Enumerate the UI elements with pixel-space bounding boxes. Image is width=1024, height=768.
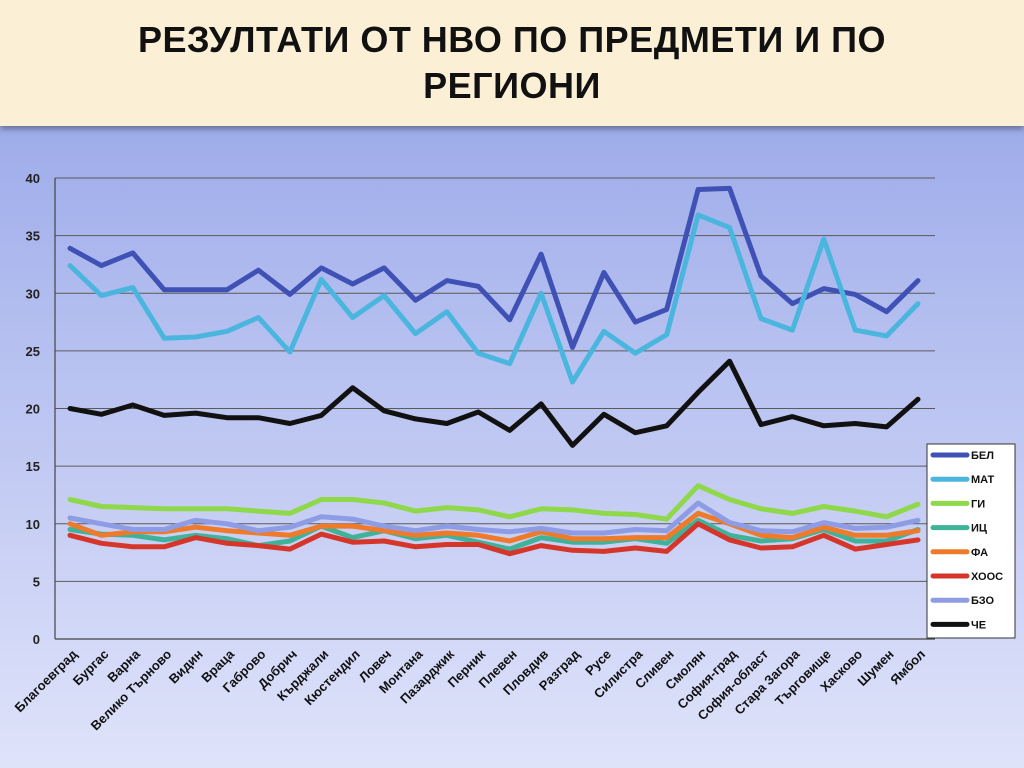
x-tick-label: Благоевград	[11, 646, 80, 715]
y-tick-label: 35	[26, 229, 40, 244]
series-line-5	[67, 521, 921, 557]
series-line-3	[67, 517, 921, 552]
series-line-0	[67, 185, 921, 350]
legend-box	[926, 443, 1016, 639]
line-chart: 0510152025303540БлагоевградБургасВарнаВе…	[11, 171, 1016, 733]
legend-label-1: МАТ	[971, 474, 995, 486]
y-tick-label: 15	[26, 459, 40, 474]
y-tick-label: 25	[26, 344, 40, 359]
legend-label-5: ХООС	[971, 571, 1003, 583]
series-line-2	[67, 483, 921, 522]
series-line-6	[67, 500, 921, 536]
series-line-1	[67, 212, 921, 385]
legend-label-2: ГИ	[971, 498, 985, 510]
y-tick-label: 5	[33, 574, 40, 589]
y-tick-label: 30	[26, 286, 40, 301]
series-line-4	[67, 510, 921, 544]
series-line-7	[67, 358, 921, 448]
legend-label-6: БЗО	[971, 595, 995, 607]
y-tick-label: 0	[33, 632, 40, 647]
x-tick-label: Ямбол	[887, 647, 928, 688]
y-tick-label: 40	[26, 171, 40, 186]
legend-label-7: ЧЕ	[971, 619, 986, 631]
x-tick-label: Бургас	[70, 647, 112, 689]
title-banner: РЕЗУЛТАТИ ОТ НВО ПО ПРЕДМЕТИ И ПО РЕГИОН…	[0, 0, 1024, 126]
legend-label-4: ФА	[971, 547, 988, 559]
legend-label-0: БЕЛ	[971, 450, 994, 462]
slide-title: РЕЗУЛТАТИ ОТ НВО ПО ПРЕДМЕТИ И ПО РЕГИОН…	[138, 19, 886, 106]
y-tick-label: 10	[26, 517, 40, 532]
y-tick-label: 20	[26, 402, 40, 417]
x-tick-label: Видин	[166, 647, 206, 687]
legend-label-3: ИЦ	[971, 523, 987, 535]
